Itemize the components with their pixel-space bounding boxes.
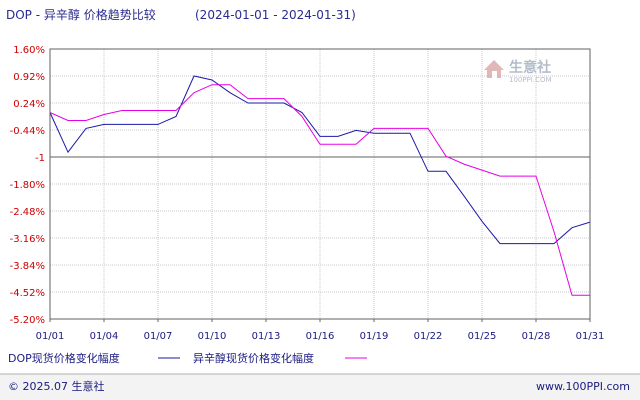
y-tick-label: -2.48% bbox=[10, 207, 45, 218]
y-tick-label: -5.20% bbox=[10, 315, 45, 326]
y-axis-ticks: 1.60% 0.92% 0.24% -0.44% -1 -1.80% -2.48% -3.16… bbox=[10, 45, 45, 326]
series-layer bbox=[49, 75, 591, 296]
x-tick-label: 01/01 bbox=[36, 331, 65, 342]
x-tick-label: 01/19 bbox=[360, 331, 389, 342]
series-line-octanol bbox=[49, 84, 590, 296]
x-tick-label: 01/10 bbox=[198, 331, 227, 342]
series-line-dop bbox=[49, 75, 591, 245]
y-tick-label: -3.16% bbox=[10, 234, 45, 245]
watermark-logo: 生意社 100PPI.COM bbox=[484, 59, 552, 84]
legend-label-octanol: 异辛醇现货价格变化幅度 bbox=[193, 351, 314, 365]
watermark-brand: 生意社 bbox=[509, 59, 551, 76]
y-tick-label: 1.60% bbox=[13, 45, 45, 56]
x-tick-label: 01/07 bbox=[144, 331, 173, 342]
y-tick-label: -1 bbox=[35, 153, 45, 164]
y-tick-label: 0.92% bbox=[13, 72, 45, 83]
footer: © 2025.07 生意社 www.100PPI.com bbox=[0, 373, 640, 400]
y-tick-label: 0.24% bbox=[13, 99, 45, 110]
x-tick-label: 01/28 bbox=[522, 331, 551, 342]
x-tick-label: 01/22 bbox=[414, 331, 443, 342]
y-tick-label: -4.52% bbox=[10, 288, 45, 299]
x-axis-ticks: 01/01 01/04 01/07 01/10 01/13 01/16 01/19 01/22… bbox=[36, 319, 605, 342]
y-tick-label: -3.84% bbox=[10, 261, 45, 272]
x-tick-label: 01/31 bbox=[576, 331, 605, 342]
footer-background bbox=[0, 374, 640, 400]
watermark-url: 100PPI.COM bbox=[509, 76, 552, 84]
house-door-icon bbox=[492, 71, 497, 78]
grid-layer bbox=[50, 49, 590, 319]
x-tick-label: 01/04 bbox=[90, 331, 119, 342]
x-tick-label: 01/13 bbox=[252, 331, 281, 342]
plot-border bbox=[49, 48, 591, 320]
y-tick-label: -0.44% bbox=[10, 126, 45, 137]
x-tick-label: 01/16 bbox=[306, 331, 335, 342]
house-icon bbox=[484, 60, 504, 78]
chart-title: DOP - 异辛醇 价格趋势比较 bbox=[6, 7, 156, 22]
legend: DOP现货价格变化幅度 异辛醇现货价格变化幅度 bbox=[8, 351, 367, 365]
footer-copyright: © 2025.07 生意社 bbox=[8, 379, 104, 393]
legend-label-dop: DOP现货价格变化幅度 bbox=[8, 351, 120, 365]
chart-date-range: (2024-01-01 - 2024-01-31) bbox=[195, 8, 356, 22]
y-tick-label: -1.80% bbox=[10, 180, 45, 191]
x-tick-label: 01/25 bbox=[468, 331, 497, 342]
footer-site-link[interactable]: www.100PPI.com bbox=[536, 380, 630, 393]
